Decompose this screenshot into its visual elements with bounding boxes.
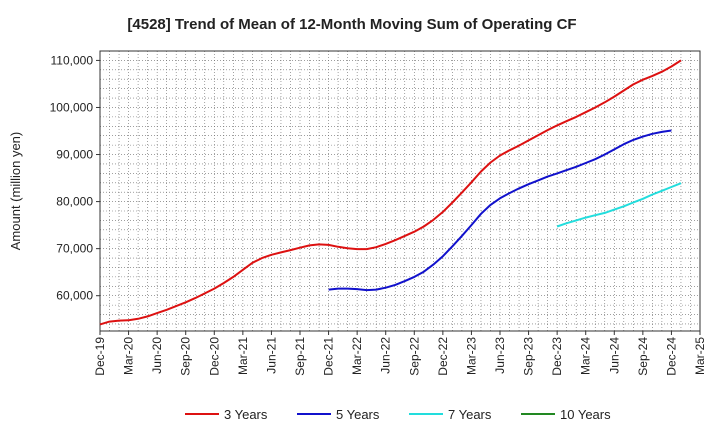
x-tick-label: Jun-22	[379, 337, 393, 374]
legend-label-10-years: 10 Years	[560, 407, 611, 422]
series-line-7-years	[556, 182, 682, 228]
x-tick-label: Dec-20	[207, 337, 221, 376]
x-tick-label: Jun-20	[150, 337, 164, 374]
x-tick-label: Sep-24	[636, 337, 650, 376]
y-tick-label: 110,000	[51, 53, 94, 67]
series-line-5-years	[328, 129, 672, 292]
x-tick-label: Dec-19	[93, 337, 107, 376]
x-tick-label: Jun-21	[264, 337, 278, 374]
y-tick-label: 70,000	[56, 242, 93, 256]
y-tick-label: 80,000	[56, 195, 93, 209]
x-tick-label: Mar-23	[464, 337, 478, 375]
x-tick-label: Dec-22	[436, 337, 450, 376]
y-tick-label: 90,000	[56, 148, 93, 162]
series-line-3-years	[99, 59, 682, 326]
x-tick-label: Mar-21	[236, 337, 250, 375]
x-tick-label: Mar-24	[579, 337, 593, 375]
legend-label-5-years: 5 Years	[336, 407, 380, 422]
plot-frame	[99, 50, 701, 332]
x-axis: Dec-19 Mar-20 Jun-20 Sep-20 Dec-20 Mar-21 Jun-…	[93, 331, 707, 376]
x-tick-label: Mar-20	[122, 337, 136, 375]
x-tick-label: Sep-20	[179, 337, 193, 376]
chart-title: [4528] Trend of Mean of 12-Month Moving …	[127, 16, 576, 33]
x-tick-label: Mar-25	[693, 337, 707, 375]
x-tick-label: Dec-24	[664, 337, 678, 376]
legend-label-3-years: 3 Years	[224, 407, 268, 422]
y-tick-label: 60,000	[56, 289, 93, 303]
x-tick-label: Sep-23	[522, 337, 536, 376]
x-tick-label: Dec-21	[322, 337, 336, 376]
x-tick-label: Sep-22	[407, 337, 421, 376]
legend: 3 Years 5 Years 7 Years 10 Years	[185, 407, 611, 422]
series-layer	[99, 59, 682, 326]
grid-layer	[100, 50, 700, 331]
y-axis: 60,000 70,000 80,000 90,000 100,000 110,000	[50, 53, 100, 303]
x-tick-label: Jun-23	[493, 337, 507, 374]
y-tick-label: 100,000	[50, 100, 94, 114]
x-tick-label: Jun-24	[607, 337, 621, 374]
x-tick-label: Sep-21	[293, 337, 307, 376]
x-tick-label: Mar-22	[350, 337, 364, 375]
x-tick-label: Dec-23	[550, 337, 564, 376]
legend-label-7-years: 7 Years	[448, 407, 492, 422]
y-axis-label: Amount (million yen)	[8, 132, 23, 251]
